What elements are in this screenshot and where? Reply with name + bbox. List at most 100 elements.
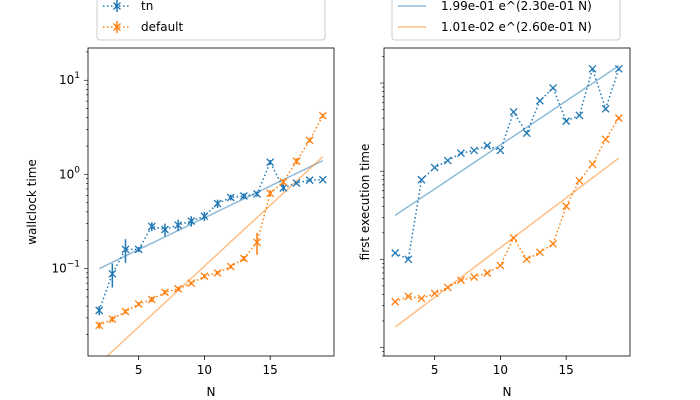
series-line-tn [98,160,323,311]
point-tn [160,225,169,234]
fit-line-default [106,156,324,356]
point-tn [549,84,558,92]
point-tn [588,64,597,73]
series-line-tn [394,66,620,261]
point-tn [456,149,465,158]
point-default [417,294,426,303]
point-tn [470,146,479,155]
legend: tn default [96,0,326,41]
point-tn [483,141,492,150]
point-default [318,111,327,120]
point-tn [279,183,288,192]
fit-line-default [394,157,620,328]
point-default [549,239,558,248]
point-tn [522,129,531,138]
point-default [200,272,209,281]
point-tn [147,222,156,231]
point-tn [430,163,439,172]
point-tn [121,245,130,254]
point-default [404,292,413,301]
x-tick-label: 5 [431,363,439,377]
x-axis-label: N [207,385,216,399]
point-default [292,157,301,166]
point-tn [535,96,544,105]
legend-frame [391,0,621,41]
point-default [226,262,235,271]
point-tn [292,179,301,187]
point-tn [200,212,209,221]
legend-marker-tn [113,2,121,10]
point-default [95,321,104,330]
point-default [266,189,275,198]
x-tick-label: 15 [263,363,278,377]
point-default [601,135,610,144]
point-default [430,289,439,298]
x-axis-label: N [503,385,512,399]
point-default [535,248,544,257]
point-default [253,238,262,247]
point-tn [562,117,571,126]
point-default [174,284,183,293]
point-default [187,279,196,288]
point-tn [509,108,518,116]
point-default [575,176,584,185]
point-tn [417,175,426,184]
fit-line-tn [394,65,620,217]
point-tn [239,192,248,200]
point-tn [134,245,143,254]
point-tn [391,249,400,257]
point-default [391,297,400,306]
series-line-default [394,117,620,303]
y-tick-label: 10−1 [51,260,80,276]
point-tn [601,104,610,113]
point-default [470,273,479,281]
point-default [522,255,531,264]
point-tn [575,111,584,120]
plot-area [391,64,623,328]
point-tn [226,193,235,202]
y-tick-label: 100 [59,165,80,181]
point-default [134,300,143,309]
x-tick-label: 5 [135,363,143,377]
point-default [121,307,130,316]
legend-label: 1.01e-02 e^(2.60e-01 N) [441,20,592,34]
legend-label: default [141,20,184,34]
point-tn [95,306,104,315]
series-line-default [98,115,324,326]
x-tick-label: 15 [559,363,574,377]
point-default [279,178,288,187]
point-default [160,288,169,297]
point-tn [496,146,505,155]
x-tick-label: 10 [197,363,212,377]
point-tn [404,255,413,264]
point-tn [174,221,183,230]
point-default [239,254,248,263]
legend: 1.99e-01 e^(2.30e-01 N) 1.01e-02 e^(2.60e… [391,0,621,41]
point-default [509,233,518,242]
point-tn [443,156,452,165]
point-tn [614,64,623,73]
point-default [456,276,465,285]
point-default [443,283,452,292]
point-default [496,261,505,270]
point-tn [108,269,117,278]
point-tn [253,190,262,198]
point-default [108,315,117,324]
point-default [562,202,571,211]
y-axis-label: first execution time [358,144,372,261]
point-default [614,114,623,123]
point-tn [213,199,222,208]
legend-label: 1.99e-01 e^(2.30e-01 N) [441,0,592,13]
plot-area [95,111,327,356]
legend-marker-default [113,23,121,31]
legend-frame [96,0,326,41]
point-default [213,268,222,277]
point-tn [305,176,314,185]
point-default [588,160,597,169]
fit-line-tn [98,159,324,270]
axes-frame [87,47,335,357]
axes-frame [383,47,631,357]
